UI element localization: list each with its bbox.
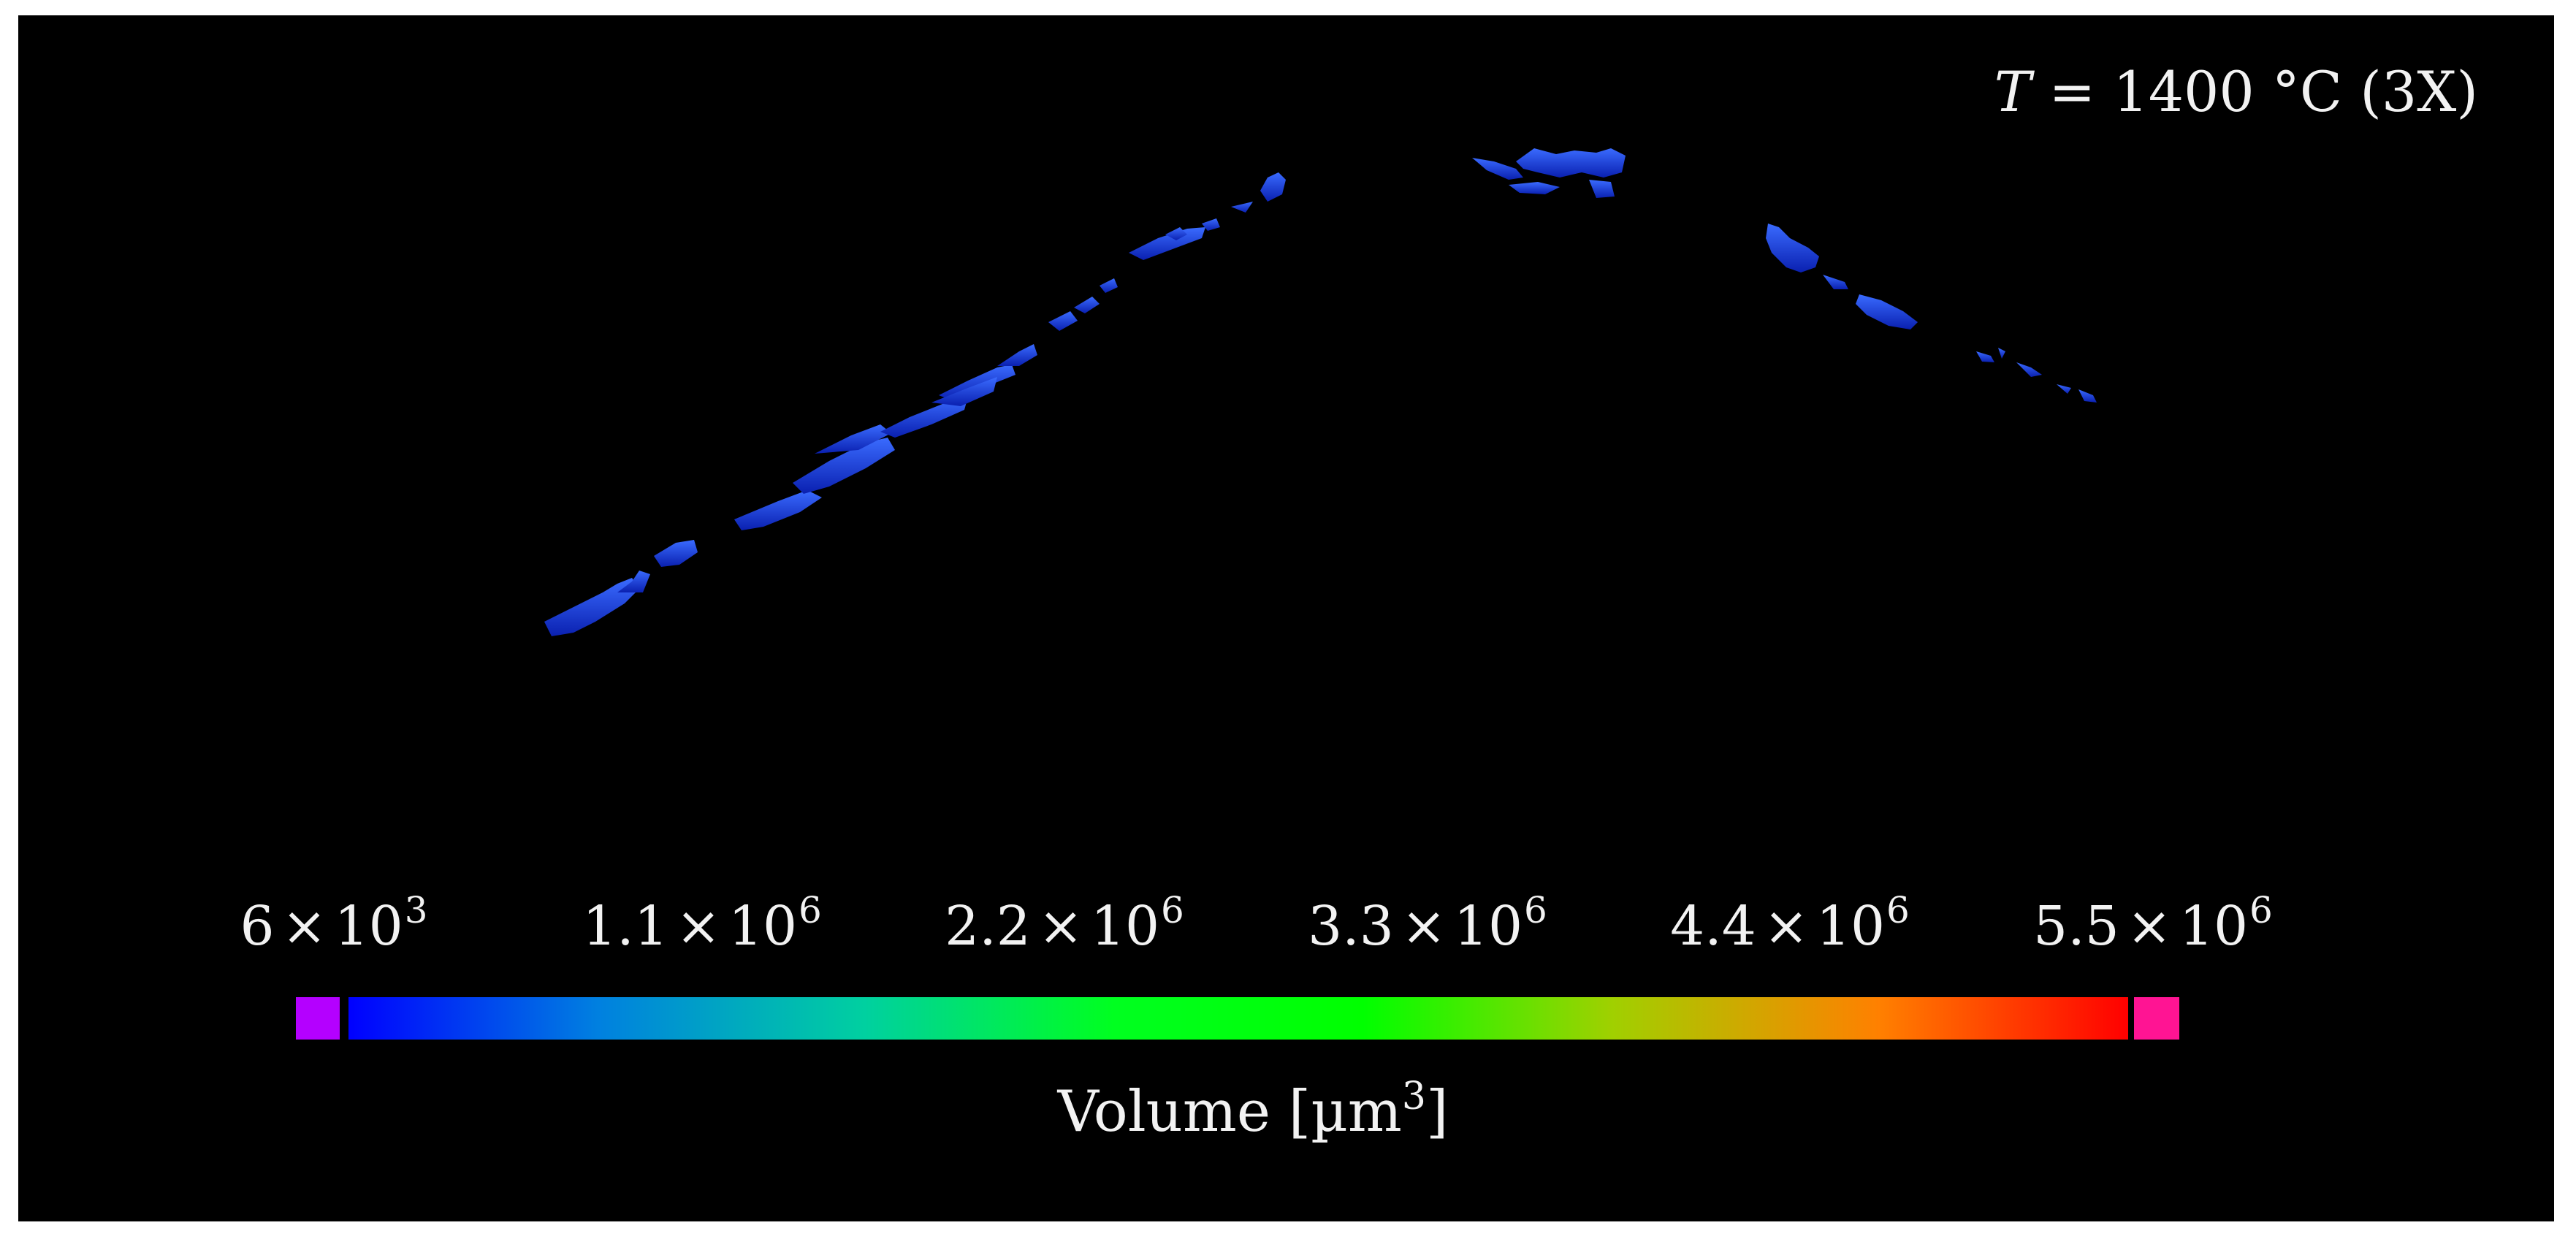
pore-rendering — [544, 148, 2097, 636]
pore — [880, 397, 968, 438]
pore — [734, 490, 822, 530]
colorbar-tick-label: 6 × 103 — [240, 889, 428, 958]
pore — [2057, 384, 2071, 394]
pore-cluster-right — [1766, 224, 2097, 403]
temperature-annotation: T = 1400 °C (3X) — [1994, 59, 2478, 124]
pore — [793, 438, 895, 494]
temperature-variable: T — [1994, 59, 2032, 124]
colorbar-underflow-swatch — [296, 997, 340, 1040]
pore-cluster-top — [1472, 148, 1626, 198]
temperature-value: = 1400 °C (3X) — [2049, 59, 2478, 124]
pore — [1766, 224, 1819, 272]
pore — [1202, 218, 1220, 231]
pore — [997, 344, 1037, 366]
pore — [1048, 311, 1078, 331]
pore — [654, 540, 698, 567]
pore — [2016, 362, 2042, 377]
pore — [1129, 227, 1205, 260]
pore — [544, 578, 639, 636]
pore — [1998, 348, 2005, 359]
pore — [1589, 180, 1615, 198]
colorbar-tick-label: 4.4 × 106 — [1670, 889, 1910, 958]
colorbar-gradient — [348, 997, 2128, 1040]
pore — [1231, 202, 1253, 213]
pore — [1472, 158, 1523, 180]
pore — [1100, 278, 1118, 293]
pore — [1074, 297, 1100, 313]
pore — [1976, 351, 1994, 362]
colorbar-tick-label: 1.1 × 106 — [582, 889, 822, 958]
pore — [1509, 182, 1560, 194]
pore — [2078, 389, 2097, 403]
pore — [1823, 275, 1848, 289]
pore — [617, 571, 650, 592]
colorbar-tick-label: 2.2 × 106 — [945, 889, 1184, 958]
pore — [1516, 148, 1626, 178]
colorbar-label: Volume [µm3] — [1057, 1075, 1449, 1145]
pore — [1165, 227, 1187, 240]
colorbar-tick-label: 3.3 × 106 — [1308, 889, 1547, 958]
pore — [931, 377, 997, 406]
visualization-panel: T = 1400 °C (3X) 6 × 103 1.1 × 106 2.2 × 106 3… — [18, 15, 2554, 1221]
pore — [815, 424, 891, 454]
pore-cluster-left — [544, 172, 1286, 636]
colorbar-tick-label: 5.5 × 106 — [2033, 889, 2273, 958]
pore — [1260, 172, 1286, 202]
colorbar-overflow-swatch — [2134, 997, 2179, 1040]
pore — [1856, 294, 1918, 329]
